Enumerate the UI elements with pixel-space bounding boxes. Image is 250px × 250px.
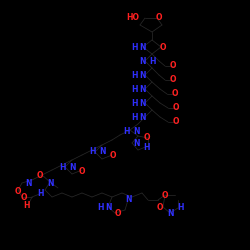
Text: N: N — [140, 56, 146, 66]
Text: O: O — [37, 170, 43, 179]
Text: N: N — [134, 126, 140, 136]
Text: H: H — [150, 56, 156, 66]
Text: H: H — [59, 162, 65, 172]
Text: N: N — [140, 42, 146, 51]
Text: H: H — [131, 42, 137, 51]
Text: H: H — [131, 70, 137, 80]
Text: O: O — [156, 12, 162, 22]
Text: N: N — [134, 138, 140, 147]
Text: O: O — [115, 210, 121, 218]
Text: O: O — [21, 192, 27, 202]
Text: N: N — [100, 148, 106, 156]
Text: H: H — [131, 84, 137, 94]
Text: O: O — [160, 42, 166, 51]
Text: H: H — [124, 126, 130, 136]
Text: N: N — [25, 178, 31, 188]
Text: O: O — [157, 202, 163, 211]
Text: N: N — [47, 178, 53, 188]
Text: HO: HO — [126, 12, 140, 22]
Text: O: O — [15, 186, 21, 196]
Text: O: O — [172, 90, 178, 98]
Text: N: N — [140, 84, 146, 94]
Text: N: N — [106, 204, 112, 212]
Text: O: O — [144, 134, 150, 142]
Text: O: O — [162, 190, 168, 200]
Text: H: H — [24, 200, 30, 209]
Text: H: H — [131, 112, 137, 122]
Text: O: O — [170, 76, 176, 84]
Text: N: N — [167, 210, 173, 218]
Text: N: N — [140, 112, 146, 122]
Text: O: O — [110, 152, 116, 160]
Text: H: H — [144, 142, 150, 152]
Text: H: H — [90, 148, 96, 156]
Text: H: H — [37, 188, 43, 198]
Text: O: O — [173, 118, 179, 126]
Text: O: O — [173, 104, 179, 112]
Text: H: H — [177, 204, 183, 212]
Text: N: N — [125, 196, 131, 204]
Text: O: O — [79, 166, 85, 175]
Text: O: O — [170, 62, 176, 70]
Text: N: N — [140, 70, 146, 80]
Text: H: H — [97, 204, 103, 212]
Text: N: N — [140, 98, 146, 108]
Text: H: H — [131, 98, 137, 108]
Text: N: N — [69, 162, 75, 172]
